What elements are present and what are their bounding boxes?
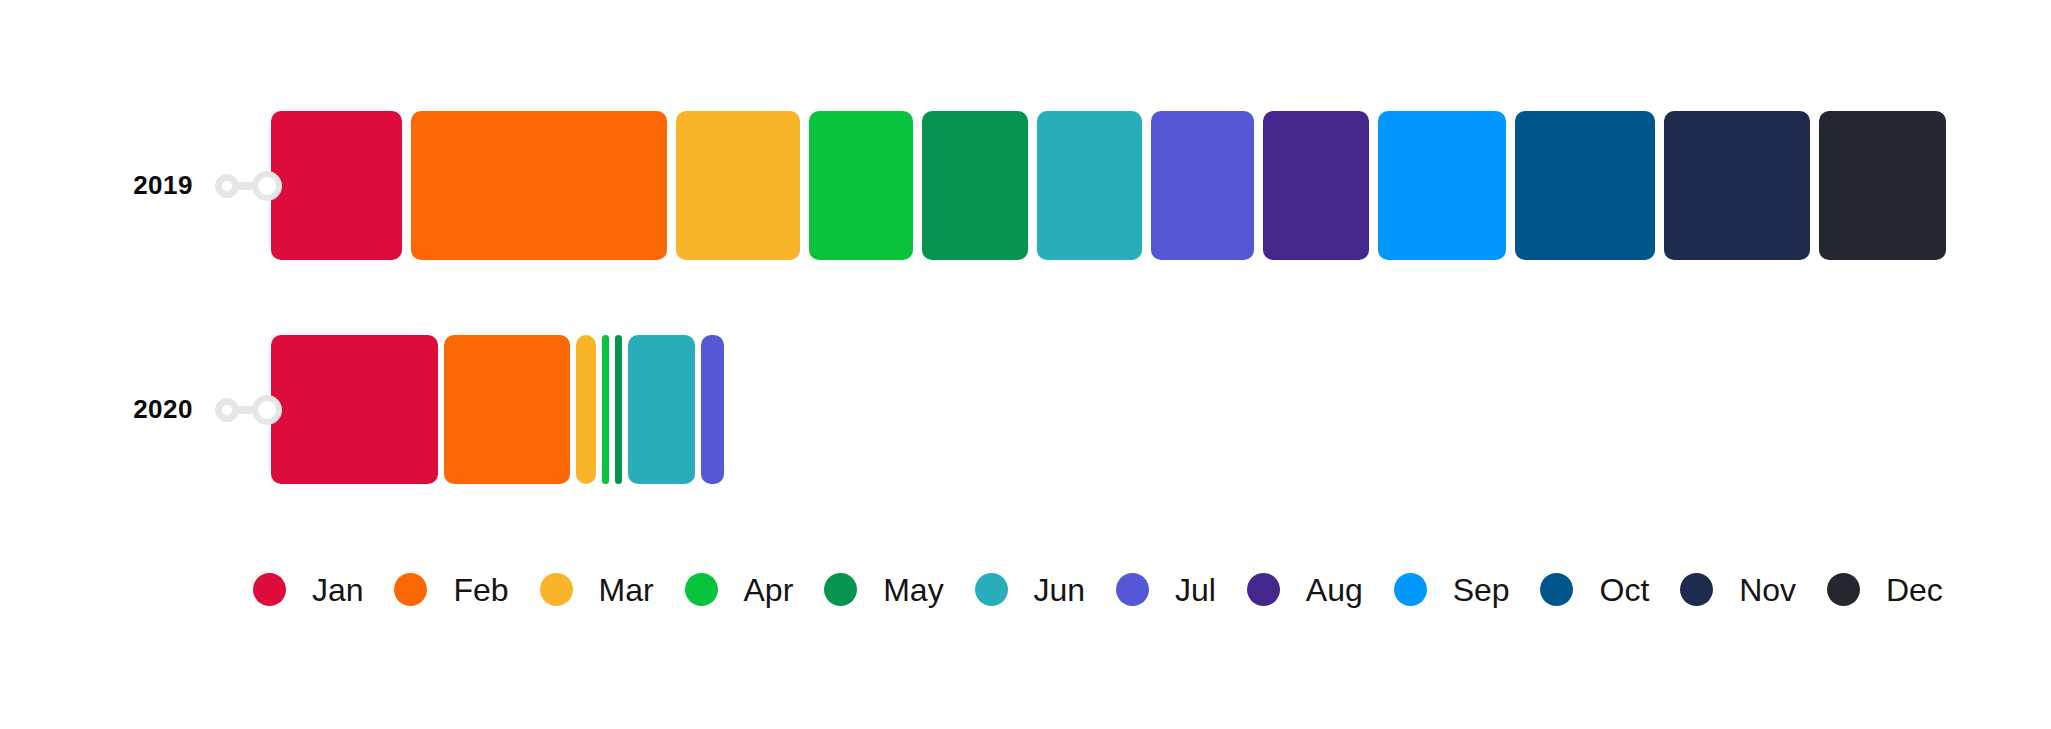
legend-marker-icon (540, 573, 573, 606)
bar-segment-jan-2020[interactable] (271, 335, 438, 484)
legend-marker-icon (1540, 573, 1573, 606)
legend-marker-icon (1116, 573, 1149, 606)
legend-label: Apr (744, 574, 794, 606)
legend-label: Nov (1739, 574, 1796, 606)
legend-item-nov[interactable]: Nov (1680, 573, 1796, 606)
axis-bullet-circle-icon (252, 171, 282, 201)
legend-item-dec[interactable]: Dec (1827, 573, 1943, 606)
legend-marker-icon (685, 573, 718, 606)
bar-segment-feb-2020[interactable] (444, 335, 570, 484)
legend-item-sep[interactable]: Sep (1394, 573, 1510, 606)
bar-segment-jun-2019[interactable] (1037, 111, 1142, 260)
legend-label: Sep (1453, 574, 1510, 606)
bar-segment-apr-2020[interactable] (602, 335, 609, 484)
legend-marker-icon (824, 573, 857, 606)
bar-segment-dec-2019[interactable] (1819, 111, 1946, 260)
legend-label: Jun (1034, 574, 1086, 606)
bar-segment-jun-2020[interactable] (628, 335, 695, 484)
legend-marker-icon (1247, 573, 1280, 606)
axis-bullet-circle-icon (252, 395, 282, 425)
bar-segment-nov-2019[interactable] (1664, 111, 1810, 260)
bar-2020 (271, 335, 724, 484)
legend-label: Oct (1599, 574, 1649, 606)
legend-item-apr[interactable]: Apr (685, 573, 794, 606)
legend-label: May (883, 574, 943, 606)
bar-segment-jul-2020[interactable] (701, 335, 724, 484)
legend-label: Feb (453, 574, 508, 606)
legend-item-jan[interactable]: Jan (253, 573, 364, 606)
category-row-2019: 2019 (0, 111, 2051, 260)
legend-label: Mar (599, 574, 654, 606)
bar-segment-aug-2019[interactable] (1263, 111, 1369, 260)
bar-segment-jan-2019[interactable] (271, 111, 402, 260)
legend-item-may[interactable]: May (824, 573, 943, 606)
legend-marker-icon (1680, 573, 1713, 606)
legend-item-feb[interactable]: Feb (394, 573, 508, 606)
axis-label-2020: 2020 (0, 335, 193, 484)
legend-marker-icon (394, 573, 427, 606)
legend-item-jun[interactable]: Jun (975, 573, 1086, 606)
legend-item-jul[interactable]: Jul (1116, 573, 1216, 606)
legend-marker-icon (1394, 573, 1427, 606)
bar-2019 (271, 111, 1946, 260)
bar-segment-may-2020[interactable] (615, 335, 622, 484)
bar-segment-sep-2019[interactable] (1378, 111, 1506, 260)
legend-label: Jan (312, 574, 364, 606)
bar-segment-mar-2019[interactable] (676, 111, 800, 260)
legend-label: Jul (1175, 574, 1216, 606)
bar-segment-oct-2019[interactable] (1515, 111, 1655, 260)
bar-segment-feb-2019[interactable] (411, 111, 667, 260)
legend-marker-icon (1827, 573, 1860, 606)
stacked-timeline-chart: 2019 2020 Jan Feb Mar Apr May Jun Jul Aug Sep Oct… (0, 0, 2051, 729)
legend: Jan Feb Mar Apr May Jun Jul Aug Sep Oct Nov Dec (253, 573, 1943, 606)
legend-label: Dec (1886, 574, 1943, 606)
legend-item-mar[interactable]: Mar (540, 573, 654, 606)
bar-segment-apr-2019[interactable] (809, 111, 913, 260)
bar-segment-jul-2019[interactable] (1151, 111, 1254, 260)
legend-item-oct[interactable]: Oct (1540, 573, 1649, 606)
legend-marker-icon (975, 573, 1008, 606)
category-row-2020: 2020 (0, 335, 2051, 484)
legend-item-aug[interactable]: Aug (1247, 573, 1363, 606)
legend-label: Aug (1306, 574, 1363, 606)
axis-label-2019: 2019 (0, 111, 193, 260)
bar-segment-mar-2020[interactable] (576, 335, 596, 484)
legend-marker-icon (253, 573, 286, 606)
bar-segment-may-2019[interactable] (922, 111, 1028, 260)
